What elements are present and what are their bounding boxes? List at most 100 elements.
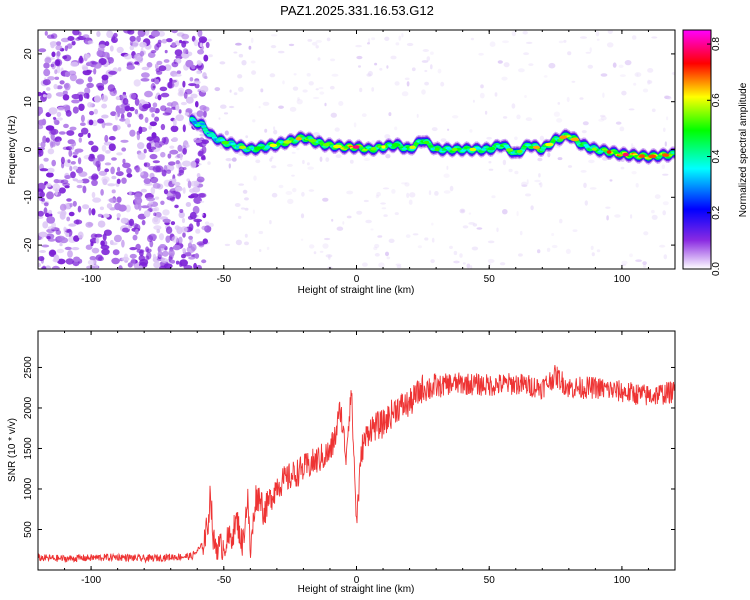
noise-blob bbox=[635, 183, 639, 188]
noise-blob bbox=[142, 128, 146, 132]
noise-blob bbox=[196, 173, 201, 178]
noise-blob bbox=[431, 222, 434, 226]
noise-blob bbox=[166, 81, 175, 89]
noise-blob bbox=[51, 51, 56, 58]
noise-blob bbox=[271, 165, 277, 169]
noise-blob bbox=[178, 211, 185, 219]
noise-blob bbox=[183, 91, 188, 99]
noise-blob bbox=[78, 103, 85, 112]
y-tick-label: 500 bbox=[23, 521, 34, 538]
noise-blob bbox=[45, 125, 55, 131]
noise-blob bbox=[153, 206, 160, 212]
noise-blob bbox=[188, 83, 197, 87]
x-tick-label: 50 bbox=[484, 274, 496, 285]
noise-blob bbox=[146, 136, 154, 142]
noise-blob bbox=[189, 238, 193, 243]
noise-blob bbox=[136, 132, 141, 141]
noise-blob bbox=[291, 174, 295, 177]
ridge-peak bbox=[283, 140, 292, 144]
noise-blob bbox=[598, 118, 605, 122]
noise-blob bbox=[69, 126, 77, 131]
noise-blob bbox=[374, 62, 378, 66]
noise-blob bbox=[330, 112, 337, 118]
noise-blob bbox=[46, 34, 55, 39]
noise-blob bbox=[110, 166, 115, 175]
noise-blob bbox=[59, 242, 63, 247]
noise-blob bbox=[65, 110, 72, 117]
noise-blob bbox=[258, 230, 264, 235]
noise-blob bbox=[115, 96, 121, 101]
noise-blob bbox=[326, 37, 331, 42]
ridge-segment bbox=[190, 119, 196, 122]
noise-blob bbox=[651, 108, 656, 113]
noise-blob bbox=[521, 181, 528, 187]
noise-blob bbox=[266, 246, 270, 250]
noise-blob bbox=[324, 102, 327, 107]
noise-blob bbox=[643, 231, 649, 236]
noise-blob bbox=[154, 142, 160, 148]
noise-blob bbox=[84, 87, 91, 95]
noise-blob bbox=[56, 117, 63, 121]
noise-blob bbox=[466, 263, 471, 269]
noise-blob bbox=[663, 127, 666, 132]
noise-blob bbox=[193, 80, 201, 85]
noise-blob bbox=[194, 253, 200, 259]
noise-blob bbox=[160, 257, 168, 263]
noise-blob bbox=[153, 225, 162, 230]
noise-blob bbox=[97, 213, 103, 218]
noise-blob bbox=[241, 60, 247, 66]
noise-blob bbox=[111, 37, 118, 43]
noise-blob bbox=[95, 160, 101, 168]
noise-blob bbox=[484, 110, 488, 115]
noise-blob bbox=[38, 262, 41, 268]
noise-blob bbox=[62, 104, 71, 110]
noise-blob bbox=[336, 226, 344, 231]
noise-blob bbox=[606, 215, 609, 221]
noise-blob bbox=[596, 249, 601, 253]
noise-blob bbox=[150, 83, 156, 91]
noise-blob bbox=[174, 49, 183, 56]
noise-blob bbox=[325, 157, 330, 163]
noise-blob bbox=[46, 191, 54, 200]
noise-blob bbox=[71, 93, 81, 100]
noise-blob bbox=[580, 170, 587, 173]
noise-blob bbox=[146, 197, 156, 202]
noise-blob bbox=[405, 234, 411, 239]
noise-blob bbox=[199, 42, 203, 48]
noise-blob bbox=[116, 152, 123, 156]
noise-blob bbox=[147, 235, 153, 243]
noise-blob bbox=[96, 31, 101, 37]
noise-blob bbox=[64, 71, 71, 78]
noise-blob bbox=[315, 88, 319, 91]
noise-blob bbox=[72, 154, 78, 159]
noise-blob bbox=[538, 173, 541, 178]
noise-blob bbox=[571, 80, 576, 83]
ridge-segment bbox=[192, 120, 198, 124]
noise-blob bbox=[201, 139, 210, 144]
noise-blob bbox=[390, 55, 397, 60]
noise-blob bbox=[101, 94, 108, 103]
noise-blob bbox=[182, 160, 191, 167]
noise-blob bbox=[78, 137, 83, 143]
noise-blob bbox=[453, 260, 460, 264]
ridge-peak bbox=[423, 140, 430, 145]
noise-blob bbox=[251, 70, 257, 75]
noise-blob bbox=[90, 145, 99, 153]
noise-blob bbox=[124, 118, 131, 125]
noise-blob bbox=[461, 209, 465, 213]
noise-blob bbox=[462, 262, 466, 265]
noise-blob bbox=[160, 151, 166, 158]
noise-blob bbox=[201, 213, 204, 216]
noise-blob bbox=[49, 250, 56, 256]
noise-blob bbox=[145, 246, 150, 253]
noise-blob bbox=[607, 30, 613, 34]
noise-blob bbox=[269, 158, 273, 162]
ridge-segment bbox=[230, 142, 236, 146]
noise-blob bbox=[38, 48, 47, 53]
noise-blob bbox=[190, 243, 197, 252]
noise-blob bbox=[139, 258, 149, 266]
noise-blob bbox=[583, 182, 587, 188]
noise-blob bbox=[244, 197, 249, 201]
noise-blob bbox=[59, 203, 67, 211]
noise-blob bbox=[137, 30, 146, 37]
